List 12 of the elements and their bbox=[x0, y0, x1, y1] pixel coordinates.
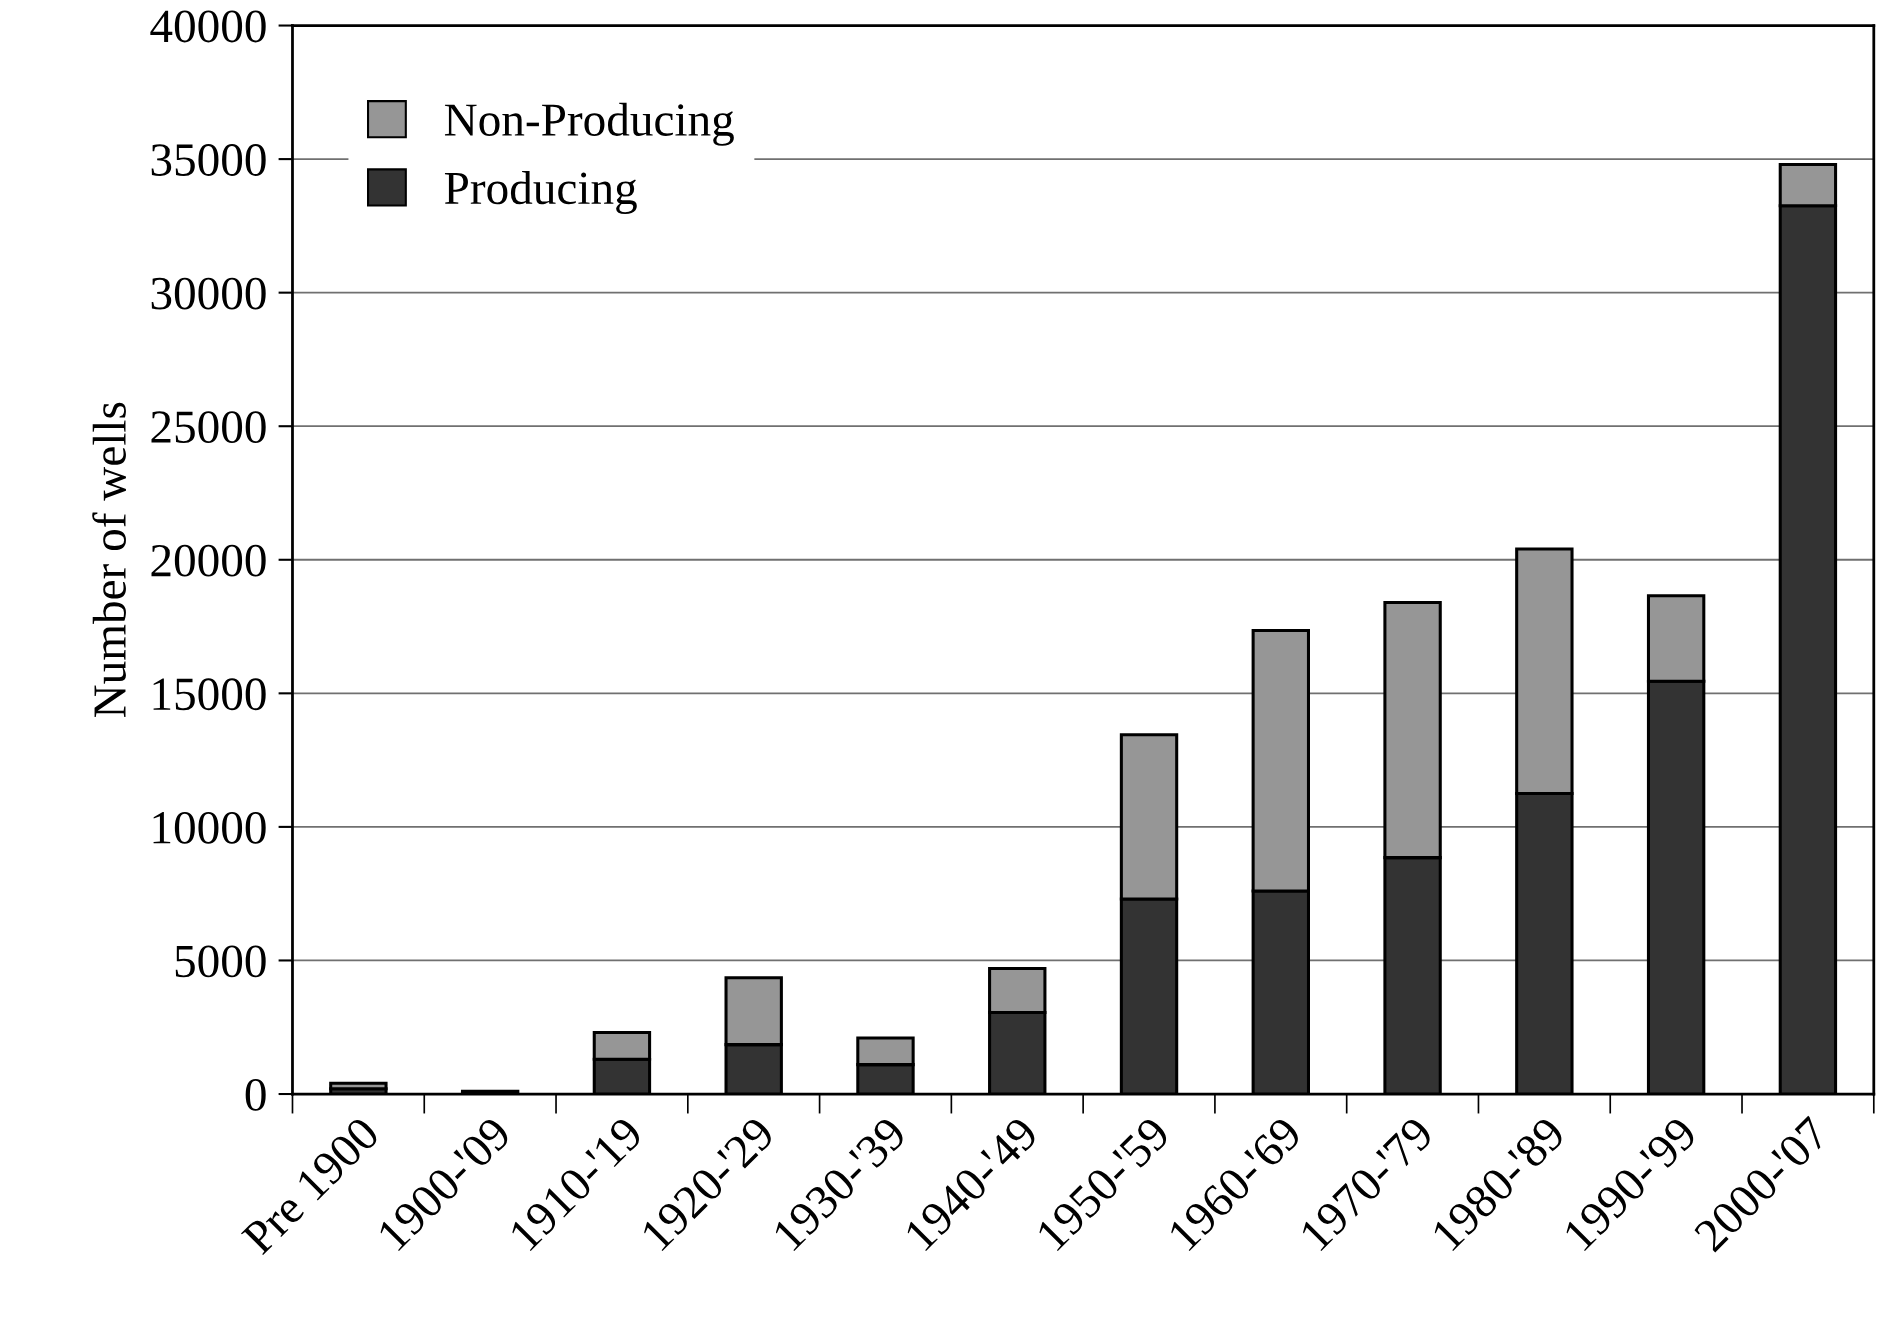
y-tick-label: 35000 bbox=[151, 144, 266, 176]
y-tick-label: 30000 bbox=[151, 277, 266, 310]
y-tick-label: 25000 bbox=[151, 411, 266, 444]
legend-label: Producing bbox=[444, 171, 637, 215]
y-tick-label: 0 bbox=[245, 1079, 266, 1111]
legend-label: Non-Producing bbox=[444, 102, 734, 146]
y-axis-title: Number of wells bbox=[92, 402, 126, 718]
y-tick-label: 5000 bbox=[175, 945, 266, 978]
y-tick-label: 10000 bbox=[153, 811, 266, 844]
y-tick-label: 15000 bbox=[153, 678, 266, 711]
y-tick-label: 20000 bbox=[151, 544, 266, 577]
y-tick-label: 40000 bbox=[150, 10, 266, 43]
